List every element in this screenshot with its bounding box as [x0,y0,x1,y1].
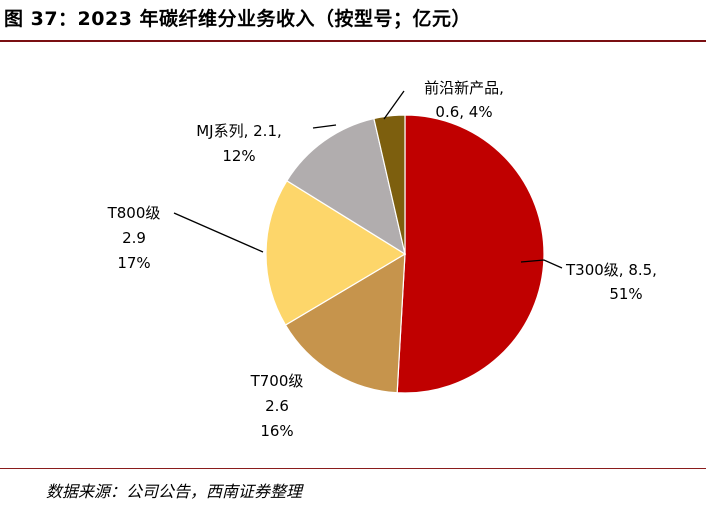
slice-label-5: 前沿新产品, 0.6, 4% [424,79,504,121]
pie-slice-4 [286,117,406,256]
pie-slice-5 [373,114,406,255]
pie-slice-2 [284,252,406,394]
title-divider [0,40,706,42]
leader-line-4 [312,124,337,129]
chart-title: 图 37：2023 年碳纤维分业务收入（按型号；亿元） [4,8,472,30]
leader-line-3 [173,212,264,253]
source-note: 数据来源：公司公告，西南证券整理 [46,482,303,501]
footer-divider [0,468,706,469]
slice-label-3: T800级 2.9 17% [107,204,161,272]
slice-label-1: T300级, 8.5, 51% [565,261,657,303]
pie-slice-1 [396,114,545,394]
pie-slice-3 [265,179,407,326]
slice-label-2: T700级 2.6 16% [250,372,304,440]
leader-line-1 [520,259,563,269]
slice-label-4: MJ系列, 2.1, 12% [196,122,282,165]
leader-line-5 [383,90,405,120]
